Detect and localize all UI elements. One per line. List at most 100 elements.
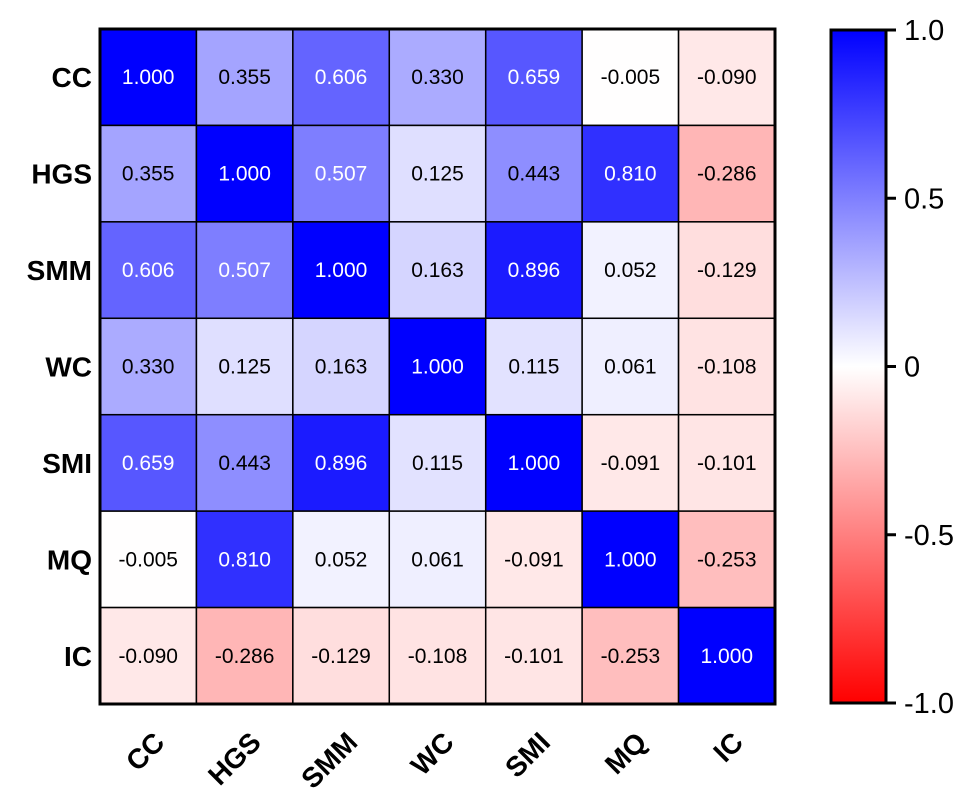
cell-value-label: 0.355 [122, 163, 175, 186]
heatmap-cell-wc-cc [99, 317, 198, 416]
heatmap-cell-mq-ic [677, 510, 776, 609]
cell-value-label: 0.052 [315, 548, 368, 571]
heatmap-cell-smm-mq [581, 221, 680, 320]
cell-value-label: 0.163 [315, 356, 368, 379]
cell-value-label: 1.000 [122, 66, 175, 89]
heatmap-cell-hgs-smi [484, 124, 583, 223]
cell-value-label: 0.115 [508, 356, 559, 379]
cell-value-label: 1.000 [508, 452, 561, 475]
cell-value-label: 0.061 [411, 548, 464, 571]
heatmap-cell-ic-wc [388, 606, 487, 705]
y-tick-label-ic: IC [64, 641, 92, 672]
heatmap-cell-wc-mq [581, 317, 680, 416]
heatmap-cell-smi-smm [292, 413, 391, 512]
cell-value-label: 0.330 [411, 66, 464, 89]
cell-value-label: -0.253 [697, 548, 757, 571]
cell-value-label: -0.090 [118, 645, 178, 668]
cell-value-label: -0.005 [601, 66, 661, 89]
cell-value-label: 0.061 [604, 356, 657, 379]
heatmap-cell-ic-cc [99, 606, 198, 705]
cell-value-label: -0.129 [697, 259, 757, 282]
x-axis-tick-labels: CC HGS SMM WC SMI MQ IC [120, 726, 749, 794]
cell-value-label: 0.330 [122, 356, 175, 379]
cell-value-label: 1.000 [218, 163, 271, 186]
cell-value-label: -0.286 [697, 163, 757, 186]
cell-value-label: 0.659 [122, 452, 175, 475]
heatmap-cell-smm-wc [388, 221, 487, 320]
heatmap-cell-mq-smi [484, 510, 583, 609]
cell-value-label: -0.101 [504, 645, 564, 668]
colorbar-tick-label: 0 [904, 352, 920, 384]
cell-value-label: -0.108 [408, 645, 468, 668]
cell-value-label: 0.355 [218, 66, 271, 89]
cell-value-label: -0.253 [601, 645, 661, 668]
y-tick-label-cc: CC [52, 62, 92, 93]
cell-value-label: 0.659 [508, 66, 561, 89]
heatmap-cell-ic-ic [677, 606, 776, 705]
heatmap-cell-smm-smm [292, 221, 391, 320]
colorbar-tick-label: 0.5 [904, 183, 944, 215]
heatmap-cell-ic-smm [292, 606, 391, 705]
colorbar-ticks: 1.0 0.5 0 -0.5 -1.0 [886, 15, 954, 720]
y-tick-label-smi: SMI [42, 448, 92, 479]
cell-value-label: 0.507 [315, 163, 368, 186]
heatmap-cell-cc-wc [388, 28, 487, 127]
cell-value-label: 0.443 [508, 163, 561, 186]
heatmap-cell-wc-hgs [195, 317, 294, 416]
cell-value-label: -0.108 [697, 356, 757, 379]
cell-value-label: 1.000 [411, 356, 464, 379]
x-tick-label-mq: MQ [599, 726, 653, 780]
cell-value-label: 0.507 [218, 259, 271, 282]
heatmap-cell-smm-hgs [195, 221, 294, 320]
heatmap-cell-wc-ic [677, 317, 776, 416]
heatmap-cell-smm-ic [677, 221, 776, 320]
heatmap-cell-smm-smi [484, 221, 583, 320]
y-axis-tick-labels: CC HGS SMM WC SMI MQ IC [27, 62, 92, 672]
cell-value-label: 0.443 [218, 452, 271, 475]
heatmap-cell-ic-mq [581, 606, 680, 705]
heatmap-cell-hgs-ic [677, 124, 776, 223]
y-tick-label-hgs: HGS [31, 159, 92, 190]
cell-value-label: 0.896 [508, 259, 561, 282]
colorbar [829, 28, 888, 705]
cell-value-label: -0.005 [118, 548, 178, 571]
cell-value-label: 1.000 [315, 259, 368, 282]
cell-value-label: -0.090 [697, 66, 757, 89]
x-tick-label-hgs: HGS [202, 726, 267, 791]
colorbar-tick-label: 1.0 [904, 15, 944, 47]
cell-value-label: 0.606 [315, 66, 368, 89]
heatmap-cell-mq-cc [99, 510, 198, 609]
cell-value-label: 0.810 [604, 163, 657, 186]
heatmap-frame [98, 27, 777, 706]
heatmap-cell-mq-hgs [195, 510, 294, 609]
cell-value-label: 0.125 [411, 163, 464, 186]
heatmap-cells [99, 28, 776, 705]
cell-value-label: 0.115 [412, 452, 463, 475]
y-tick-label-wc: WC [45, 352, 92, 383]
cell-value-label: 0.052 [604, 259, 657, 282]
colorbar-tick-label: -0.5 [904, 520, 954, 552]
x-tick-label-ic: IC [707, 726, 749, 768]
x-tick-label-cc: CC [120, 726, 171, 777]
cell-value-label: -0.091 [601, 452, 661, 475]
y-tick-label-mq: MQ [47, 544, 92, 575]
x-tick-label-smm: SMM [295, 726, 363, 794]
heatmap-cell-ic-smi [484, 606, 583, 705]
heatmap-cell-cc-mq [581, 28, 680, 127]
x-tick-label-smi: SMI [499, 726, 556, 783]
colorbar-tick-label: -1.0 [904, 688, 954, 720]
y-tick-label-smm: SMM [27, 255, 92, 286]
cell-value-label: -0.129 [311, 645, 371, 668]
heatmap-cell-smi-cc [99, 413, 198, 512]
cell-value-label: -0.286 [215, 645, 275, 668]
heatmap-cell-mq-smm [292, 510, 391, 609]
cell-value-label: -0.091 [504, 548, 564, 571]
heatmap-cell-wc-wc [388, 317, 487, 416]
cell-value-label: 1.000 [604, 548, 657, 571]
cell-value-label: 0.810 [218, 548, 271, 571]
cell-value-label: 0.125 [218, 356, 271, 379]
cell-value-label: -0.101 [697, 452, 757, 475]
cell-value-label: 0.163 [411, 259, 464, 282]
heatmap-cell-labels: 1.000 0.355 0.606 0.330 0.659 -0.005 -0.090 0.3… [118, 66, 756, 668]
